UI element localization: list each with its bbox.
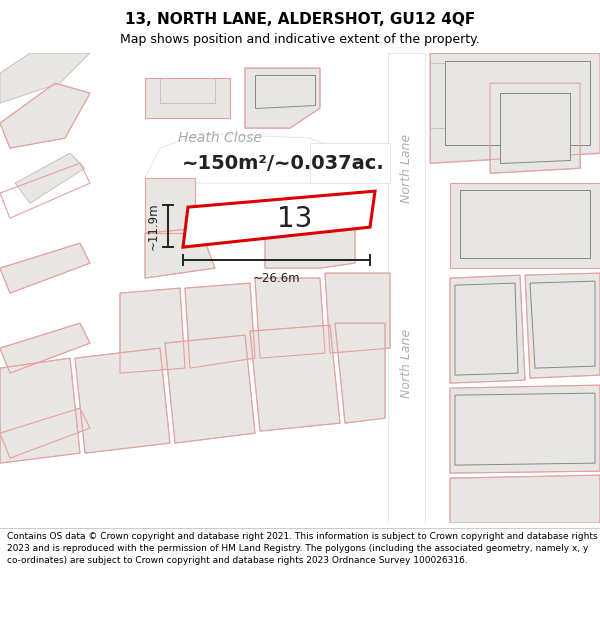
Polygon shape — [445, 61, 590, 145]
Polygon shape — [165, 335, 255, 443]
Polygon shape — [450, 275, 525, 383]
Polygon shape — [490, 83, 580, 173]
Polygon shape — [145, 178, 195, 233]
Polygon shape — [450, 385, 600, 473]
Polygon shape — [450, 475, 600, 523]
Polygon shape — [183, 191, 375, 247]
Polygon shape — [0, 408, 90, 458]
Polygon shape — [145, 228, 215, 278]
Polygon shape — [455, 283, 518, 375]
Polygon shape — [15, 153, 85, 203]
Polygon shape — [255, 75, 315, 108]
Text: Heath Close: Heath Close — [178, 131, 262, 145]
Text: Contains OS data © Crown copyright and database right 2021. This information is : Contains OS data © Crown copyright and d… — [7, 532, 598, 565]
Polygon shape — [335, 323, 385, 423]
Polygon shape — [325, 273, 390, 353]
Text: 13, NORTH LANE, ALDERSHOT, GU12 4QF: 13, NORTH LANE, ALDERSHOT, GU12 4QF — [125, 12, 475, 27]
Polygon shape — [430, 63, 490, 128]
Polygon shape — [525, 273, 600, 378]
Polygon shape — [145, 133, 340, 183]
Polygon shape — [185, 283, 255, 368]
Polygon shape — [388, 53, 425, 523]
Polygon shape — [245, 68, 320, 128]
Polygon shape — [250, 325, 340, 431]
Polygon shape — [310, 143, 390, 183]
Text: North Lane: North Lane — [401, 134, 413, 202]
Text: ~150m²/~0.037ac.: ~150m²/~0.037ac. — [182, 154, 385, 173]
Polygon shape — [255, 278, 325, 358]
Polygon shape — [265, 228, 355, 268]
Polygon shape — [75, 348, 170, 453]
Polygon shape — [120, 288, 185, 373]
Polygon shape — [160, 78, 215, 103]
Polygon shape — [455, 393, 595, 465]
Polygon shape — [530, 281, 595, 368]
Polygon shape — [0, 53, 90, 103]
Text: 13: 13 — [277, 205, 313, 233]
Polygon shape — [0, 358, 80, 463]
Text: ~11.9m: ~11.9m — [147, 202, 160, 250]
Polygon shape — [0, 323, 90, 373]
Polygon shape — [460, 190, 590, 258]
Polygon shape — [145, 78, 230, 118]
Text: Map shows position and indicative extent of the property.: Map shows position and indicative extent… — [120, 32, 480, 46]
Polygon shape — [450, 183, 600, 268]
Text: ~26.6m: ~26.6m — [253, 272, 301, 285]
Polygon shape — [500, 93, 570, 163]
Polygon shape — [0, 83, 90, 148]
Polygon shape — [0, 243, 90, 293]
Polygon shape — [430, 53, 600, 163]
Text: North Lane: North Lane — [401, 329, 413, 398]
